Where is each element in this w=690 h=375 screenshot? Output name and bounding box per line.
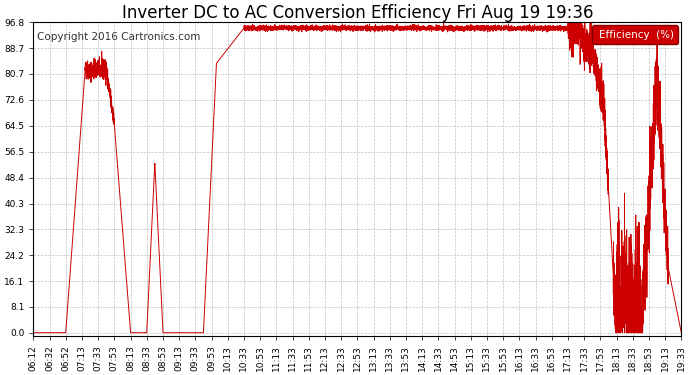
Title: Inverter DC to AC Conversion Efficiency Fri Aug 19 19:36: Inverter DC to AC Conversion Efficiency … (121, 4, 593, 22)
Legend: Efficiency  (%): Efficiency (%) (592, 26, 678, 44)
Text: Copyright 2016 Cartronics.com: Copyright 2016 Cartronics.com (37, 32, 200, 42)
